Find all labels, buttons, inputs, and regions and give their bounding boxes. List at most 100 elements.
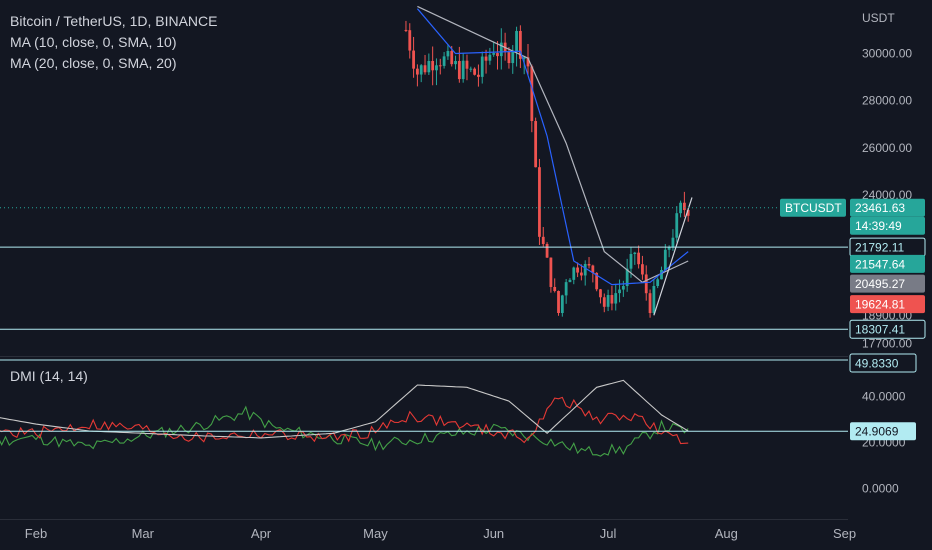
trend-line[interactable]: [653, 197, 693, 316]
svg-text:19624.81: 19624.81: [855, 298, 905, 312]
candle-body[interactable]: [656, 279, 660, 286]
candle-body[interactable]: [671, 237, 675, 248]
candle-body[interactable]: [541, 236, 545, 244]
candle-body[interactable]: [538, 167, 541, 237]
candle-body[interactable]: [438, 65, 442, 67]
candle-body[interactable]: [435, 65, 438, 71]
price-tick-label: 24000.00: [862, 188, 912, 202]
candle-body[interactable]: [477, 74, 480, 77]
legend-symbol[interactable]: Bitcoin / TetherUS, 1D, BINANCE: [10, 13, 218, 29]
candle-body[interactable]: [461, 60, 465, 80]
candle-body[interactable]: [682, 202, 686, 211]
dmi-pane[interactable]: [0, 359, 848, 457]
candle-body[interactable]: [450, 51, 454, 65]
candle-body[interactable]: [530, 66, 534, 122]
ma10-line[interactable]: [416, 8, 689, 286]
candle-body[interactable]: [625, 268, 629, 287]
candle-body[interactable]: [469, 68, 473, 70]
candle-body[interactable]: [572, 267, 576, 280]
candle-body[interactable]: [595, 272, 599, 290]
candle-body[interactable]: [522, 57, 526, 59]
candle-body[interactable]: [488, 54, 492, 61]
candle-body[interactable]: [633, 252, 637, 255]
candle-body[interactable]: [660, 269, 663, 280]
candle-body[interactable]: [492, 53, 496, 55]
candle-body[interactable]: [431, 60, 435, 71]
candle-body[interactable]: [618, 289, 621, 294]
level-tag-18307[interactable]: 18307.41: [850, 320, 925, 339]
symbol-tag[interactable]: BTCUSDT: [780, 198, 846, 217]
dmi-adx-tag[interactable]: 49.8330: [850, 354, 916, 372]
current-price-tag[interactable]: 23461.63: [850, 198, 925, 217]
candle-body[interactable]: [599, 289, 602, 298]
candle-body[interactable]: [606, 295, 610, 307]
countdown-tag[interactable]: 14:39:49: [850, 216, 925, 235]
candle-body[interactable]: [580, 272, 583, 276]
candle-body[interactable]: [423, 65, 427, 73]
candle-body[interactable]: [484, 56, 488, 61]
candle-body[interactable]: [496, 53, 499, 57]
candle-body[interactable]: [648, 293, 652, 314]
candle-body[interactable]: [560, 295, 564, 314]
candle-body[interactable]: [557, 290, 560, 314]
candle-body[interactable]: [507, 52, 511, 64]
candle-body[interactable]: [416, 68, 419, 75]
low-value-tag[interactable]: 19624.81: [850, 295, 925, 314]
candle-body[interactable]: [568, 279, 572, 283]
svg-text:49.8330: 49.8330: [855, 357, 899, 371]
ma10-value-tag[interactable]: 20495.27: [850, 274, 925, 293]
candle-body[interactable]: [499, 42, 503, 57]
candle-body[interactable]: [518, 30, 522, 59]
candle-body[interactable]: [473, 68, 477, 75]
candle-body[interactable]: [602, 297, 606, 307]
candle-body[interactable]: [629, 254, 633, 269]
candle-body[interactable]: [621, 286, 625, 290]
candle-body[interactable]: [553, 286, 557, 291]
candle-body[interactable]: [641, 264, 644, 275]
dmi-legend[interactable]: DMI (14, 14): [10, 368, 88, 384]
candle-body[interactable]: [644, 274, 648, 294]
candle-body[interactable]: [404, 29, 408, 31]
candle-body[interactable]: [442, 56, 446, 66]
candle-body[interactable]: [427, 60, 431, 73]
candle-body[interactable]: [587, 263, 591, 266]
level-tag-21792[interactable]: 21792.11: [850, 238, 925, 257]
candle-body[interactable]: [610, 295, 614, 304]
candle-body[interactable]: [614, 293, 618, 304]
candle-body[interactable]: [465, 60, 469, 69]
candle-body[interactable]: [454, 61, 457, 65]
legend-ma10[interactable]: MA (10, close, 0, SMA, 10): [10, 34, 177, 50]
candle-body[interactable]: [446, 51, 450, 57]
candle-body[interactable]: [412, 50, 415, 69]
candle-body[interactable]: [591, 265, 595, 273]
candle-body[interactable]: [515, 30, 518, 52]
candle-body[interactable]: [576, 267, 579, 273]
candle-body[interactable]: [419, 65, 423, 75]
candle-body[interactable]: [686, 210, 690, 216]
ma20-value-tag[interactable]: 21547.64: [850, 254, 925, 273]
candle-body[interactable]: [408, 30, 412, 51]
candle-body[interactable]: [545, 243, 549, 258]
candle-body[interactable]: [526, 57, 530, 67]
dmi-minus-di-line[interactable]: [0, 396, 689, 445]
candle-body[interactable]: [667, 247, 671, 250]
dmi-plus-di-tag[interactable]: 24.9069: [850, 422, 916, 441]
candle-body[interactable]: [675, 213, 679, 238]
ma20-line[interactable]: [417, 5, 689, 284]
price-unit-label: USDT: [862, 11, 895, 25]
candle-body[interactable]: [480, 56, 484, 77]
candle-body[interactable]: [511, 51, 515, 64]
dmi-adx-line[interactable]: [0, 379, 689, 439]
price-pane[interactable]: [0, 5, 848, 330]
candle-body[interactable]: [564, 282, 568, 296]
candle-body[interactable]: [457, 61, 461, 80]
candle-body[interactable]: [637, 252, 641, 265]
legend-ma20[interactable]: MA (20, close, 0, SMA, 20): [10, 55, 177, 71]
pane-divider[interactable]: [0, 356, 848, 357]
candle-body[interactable]: [583, 263, 587, 276]
candle-body[interactable]: [549, 257, 553, 287]
candle-body[interactable]: [534, 121, 538, 168]
candle-body[interactable]: [663, 249, 667, 270]
candle-body[interactable]: [652, 285, 656, 314]
